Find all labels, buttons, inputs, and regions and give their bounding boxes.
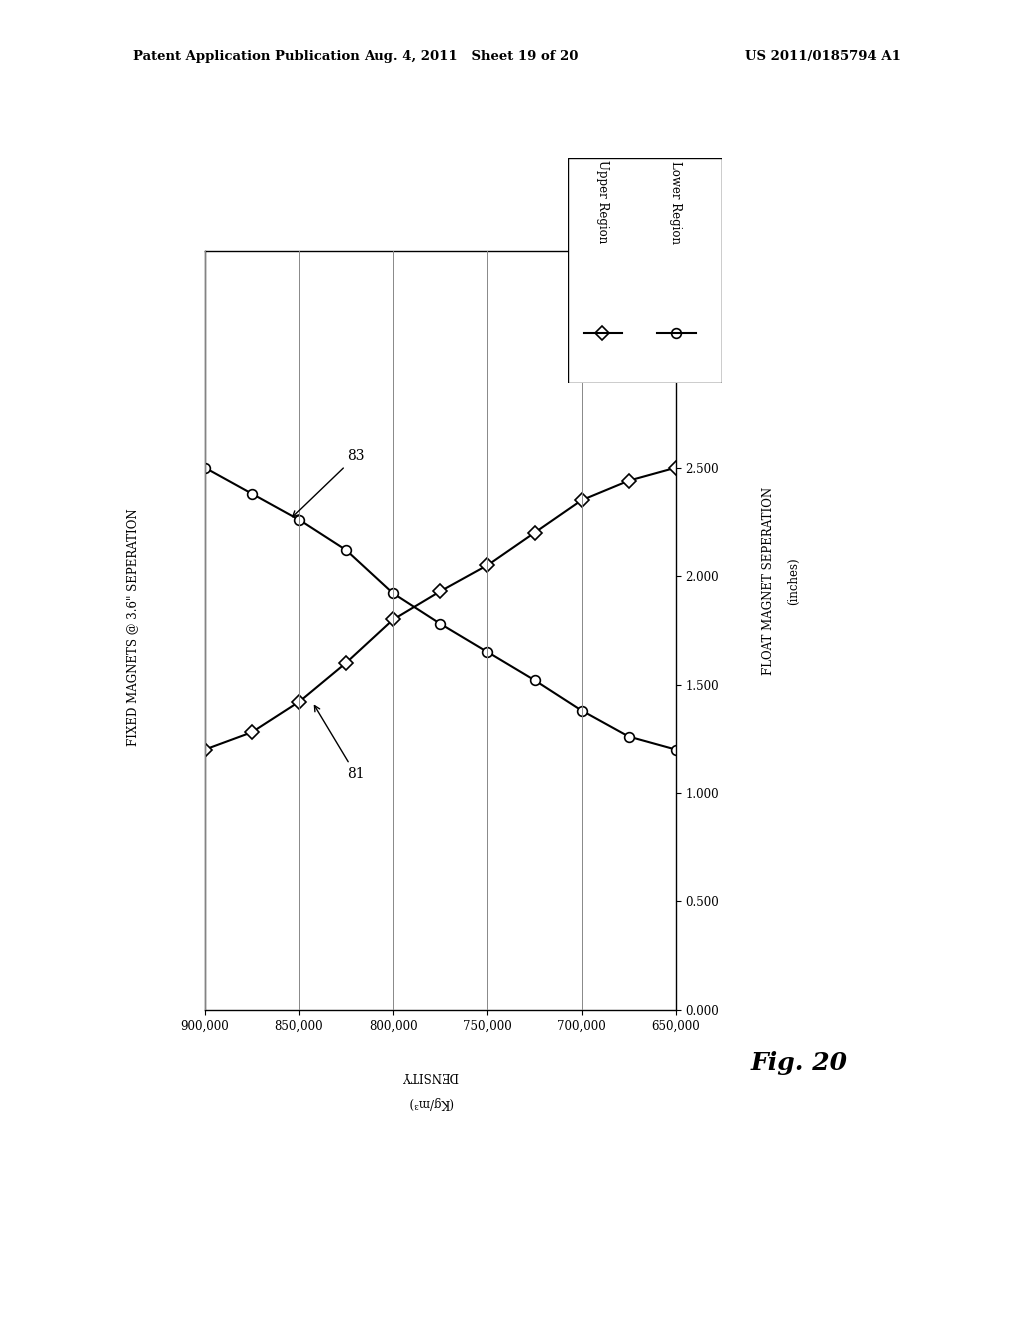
Lower Region	[387, 586, 399, 602]
Upper Region	[434, 583, 446, 599]
Text: (inches): (inches)	[787, 557, 800, 605]
Lower Region	[199, 459, 211, 475]
Text: 81: 81	[314, 706, 365, 781]
Text: (Kg/m³): (Kg/m³)	[408, 1096, 453, 1109]
Text: US 2011/0185794 A1: US 2011/0185794 A1	[745, 50, 901, 63]
Text: FIXED MAGNETS @ 3.6" SEPERATION: FIXED MAGNETS @ 3.6" SEPERATION	[127, 508, 139, 746]
Line: Upper Region: Upper Region	[200, 463, 681, 755]
Lower Region	[670, 742, 682, 758]
Upper Region	[481, 557, 494, 573]
Upper Region	[340, 655, 352, 671]
Upper Region	[528, 525, 541, 541]
Upper Region	[670, 459, 682, 475]
Upper Region	[246, 725, 258, 741]
Text: FLOAT MAGNET SEPERATION: FLOAT MAGNET SEPERATION	[762, 487, 774, 675]
Upper Region	[199, 742, 211, 758]
Text: 83: 83	[293, 449, 365, 516]
Upper Region	[293, 694, 305, 710]
Lower Region	[575, 702, 588, 718]
Text: Lower Region: Lower Region	[670, 161, 682, 244]
Text: Fig. 20: Fig. 20	[751, 1051, 847, 1074]
Lower Region	[293, 512, 305, 528]
Lower Region	[340, 543, 352, 558]
Lower Region	[528, 672, 541, 688]
Text: Patent Application Publication: Patent Application Publication	[133, 50, 359, 63]
Line: Lower Region: Lower Region	[200, 463, 681, 755]
Text: DENSITY: DENSITY	[401, 1069, 459, 1082]
Lower Region	[481, 644, 494, 660]
Text: Upper Region: Upper Region	[596, 161, 608, 244]
Text: Aug. 4, 2011   Sheet 19 of 20: Aug. 4, 2011 Sheet 19 of 20	[364, 50, 579, 63]
Upper Region	[575, 492, 588, 508]
Lower Region	[623, 729, 635, 744]
Lower Region	[246, 486, 258, 502]
FancyBboxPatch shape	[568, 158, 722, 383]
Upper Region	[623, 473, 635, 488]
Lower Region	[434, 616, 446, 632]
Upper Region	[387, 611, 399, 627]
